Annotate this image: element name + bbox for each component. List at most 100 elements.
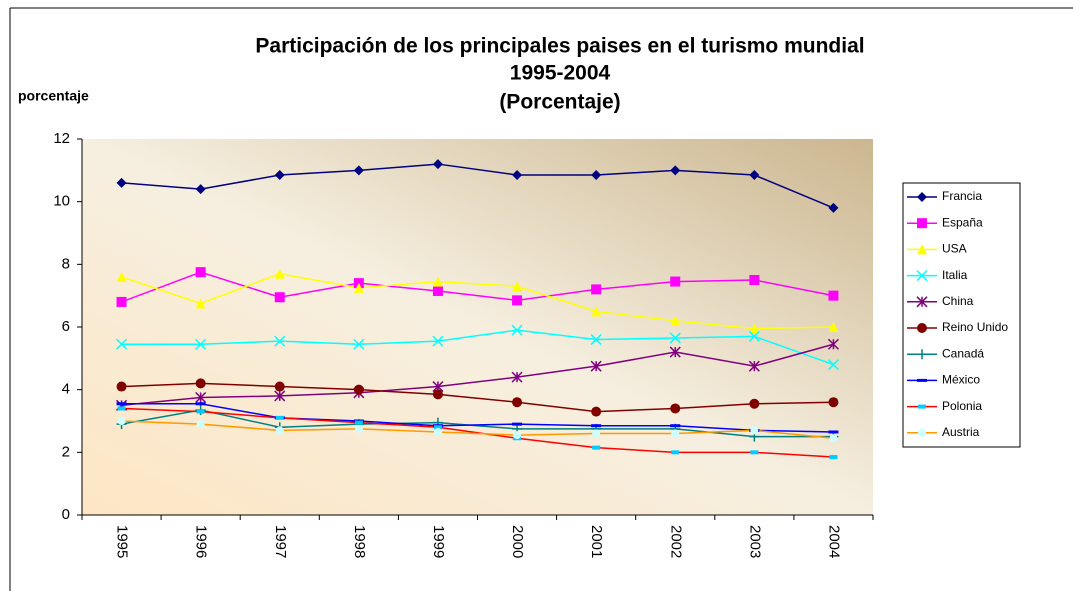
marker xyxy=(592,429,601,438)
marker xyxy=(590,360,602,372)
x-tick-label: 1999 xyxy=(430,525,447,558)
y-tick-label: 0 xyxy=(62,506,70,523)
marker xyxy=(750,426,759,435)
marker xyxy=(195,267,206,278)
marker xyxy=(117,406,126,411)
marker xyxy=(511,371,523,383)
marker xyxy=(353,384,364,395)
marker xyxy=(916,296,928,308)
marker xyxy=(750,450,759,455)
y-tick-label: 4 xyxy=(62,381,70,398)
series-line xyxy=(121,163,834,209)
marker xyxy=(117,417,126,425)
chart-subtitle: 1995-2004 xyxy=(510,62,611,85)
series-line xyxy=(121,409,834,438)
marker xyxy=(433,425,442,430)
marker xyxy=(749,275,760,285)
marker xyxy=(195,184,206,195)
marker xyxy=(918,428,926,437)
marker xyxy=(116,271,127,282)
marker xyxy=(917,192,927,202)
marker xyxy=(591,170,602,181)
y-tick-label: 8 xyxy=(62,255,70,272)
legend-label: Reino Unido xyxy=(942,320,1008,334)
series-line xyxy=(121,329,834,366)
series-line xyxy=(121,403,834,433)
x-tick-label: 1998 xyxy=(351,525,368,558)
marker xyxy=(512,170,523,181)
marker xyxy=(116,177,127,188)
marker xyxy=(918,404,926,409)
marker xyxy=(116,296,127,307)
marker xyxy=(195,338,207,350)
marker xyxy=(354,420,363,425)
x-tick-label: 1995 xyxy=(114,525,131,558)
marker xyxy=(827,359,839,371)
x-tick-label: 2000 xyxy=(509,525,526,558)
marker xyxy=(513,431,522,440)
x-tick-label: 1996 xyxy=(193,525,210,558)
marker xyxy=(432,159,443,170)
marker xyxy=(669,332,681,344)
marker xyxy=(196,409,205,414)
y-tick-label: 12 xyxy=(53,130,70,147)
legend-label: China xyxy=(942,294,974,308)
marker xyxy=(512,397,523,408)
marker xyxy=(916,270,928,282)
marker xyxy=(669,346,681,358)
marker xyxy=(828,322,839,332)
marker xyxy=(591,406,602,417)
marker xyxy=(512,295,523,306)
marker xyxy=(749,398,760,409)
marker xyxy=(354,424,363,433)
legend-label: México xyxy=(942,373,980,387)
marker xyxy=(917,323,927,333)
marker xyxy=(512,281,523,292)
y-tick-label: 6 xyxy=(62,318,70,335)
marker xyxy=(827,338,839,350)
series-line xyxy=(121,271,834,303)
x-tick-label: 1997 xyxy=(272,525,289,558)
marker xyxy=(511,324,523,336)
legend-label: Francia xyxy=(942,189,982,203)
marker xyxy=(592,445,601,450)
series-line xyxy=(121,343,834,407)
x-tick-label: 2004 xyxy=(825,525,842,558)
marker xyxy=(670,403,681,414)
chart-subtitle: (Porcentaje) xyxy=(499,91,620,114)
marker xyxy=(275,415,284,420)
marker xyxy=(274,335,286,347)
marker xyxy=(670,276,681,287)
marker xyxy=(195,378,206,389)
marker xyxy=(749,323,760,334)
marker xyxy=(432,276,443,287)
marker xyxy=(828,290,839,301)
chart-title: Participación de los principales paises … xyxy=(255,35,864,58)
marker xyxy=(829,434,838,443)
marker xyxy=(591,284,602,295)
marker xyxy=(116,338,128,350)
marker xyxy=(432,335,444,347)
legend-label: USA xyxy=(942,242,967,256)
marker xyxy=(274,268,285,279)
legend-label: Canadá xyxy=(942,346,984,360)
marker xyxy=(671,450,680,455)
x-tick-label: 2003 xyxy=(746,525,763,558)
y-tick-label: 2 xyxy=(62,443,70,460)
marker xyxy=(116,381,127,392)
x-tick-label: 2001 xyxy=(588,525,605,558)
marker xyxy=(433,427,442,436)
series-line xyxy=(121,407,834,458)
marker xyxy=(353,282,364,293)
marker xyxy=(670,315,681,326)
y-axis-label: porcentaje xyxy=(18,88,89,104)
marker xyxy=(353,338,365,350)
x-tick-label: 2002 xyxy=(667,525,684,558)
marker xyxy=(917,244,927,255)
marker xyxy=(829,455,838,460)
marker xyxy=(671,429,680,438)
marker xyxy=(195,298,206,309)
y-tick-label: 10 xyxy=(53,193,70,210)
marker xyxy=(195,391,207,404)
